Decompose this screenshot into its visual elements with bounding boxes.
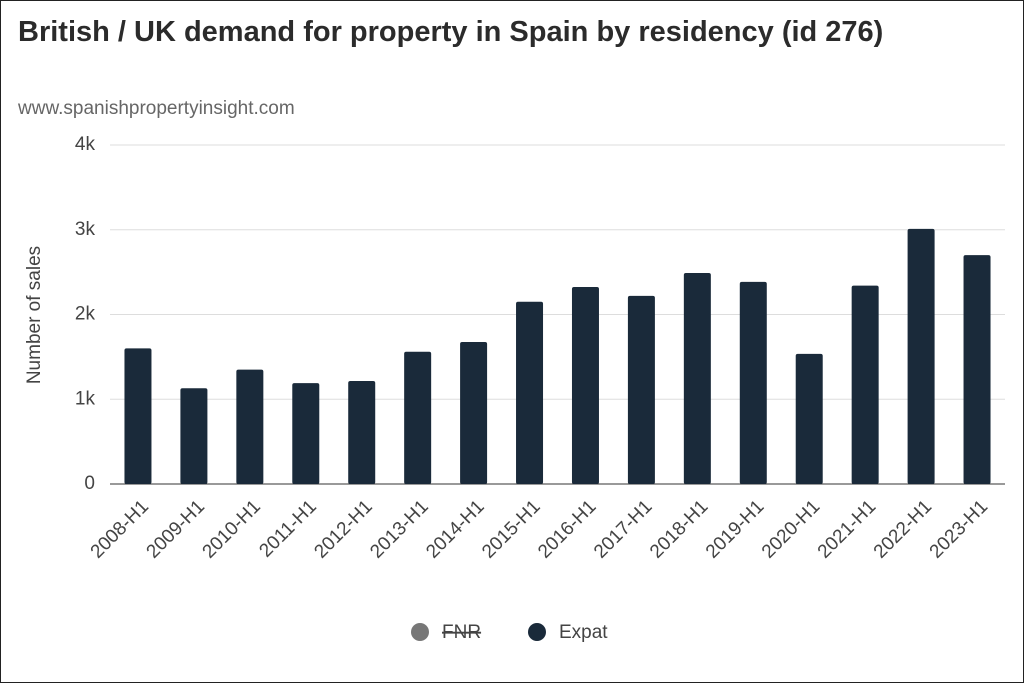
- bar: [627, 295, 655, 484]
- x-tick-label: 2009-H1: [143, 496, 209, 562]
- x-tick-label: 2010-H1: [199, 496, 265, 562]
- bar: [571, 286, 599, 484]
- x-tick-label: 2013-H1: [366, 496, 432, 562]
- bar: [404, 351, 432, 484]
- legend-label: FNR: [442, 622, 481, 643]
- chart-title: British / UK demand for property in Spai…: [18, 16, 884, 48]
- x-tick-label: 2018-H1: [646, 496, 712, 562]
- bar: [907, 228, 935, 484]
- x-tick-label: 2021-H1: [814, 496, 880, 562]
- bar: [460, 342, 488, 484]
- x-tick-label: 2008-H1: [87, 496, 153, 562]
- bar: [236, 369, 264, 484]
- bar: [180, 388, 208, 484]
- bar: [348, 381, 376, 484]
- y-tick-label: 3k: [75, 219, 96, 240]
- legend-marker: [528, 623, 546, 641]
- x-tick-label: 2022-H1: [870, 496, 936, 562]
- y-tick-label: 0: [84, 473, 95, 494]
- x-tick-label: 2017-H1: [590, 496, 656, 562]
- bar: [795, 353, 823, 484]
- x-tick-label: 2020-H1: [758, 496, 824, 562]
- bar: [963, 255, 991, 484]
- bar: [124, 348, 152, 484]
- y-tick-label: 2k: [75, 304, 96, 325]
- x-tick-label: 2011-H1: [255, 496, 320, 561]
- x-tick-label: 2023-H1: [926, 496, 992, 562]
- bar: [292, 383, 320, 484]
- legend-label: Expat: [559, 622, 608, 643]
- x-tick-label: 2014-H1: [422, 496, 488, 562]
- bar: [739, 281, 767, 484]
- y-axis-title: Number of sales: [24, 246, 45, 384]
- chart-subtitle: www.spanishpropertyinsight.com: [18, 98, 295, 119]
- x-tick-label: 2019-H1: [702, 496, 768, 562]
- bar: [516, 301, 544, 484]
- x-tick-label: 2016-H1: [534, 496, 600, 562]
- y-tick-label: 1k: [75, 388, 96, 409]
- bar: [683, 272, 711, 484]
- bar: [851, 285, 879, 484]
- x-tick-label: 2015-H1: [478, 496, 544, 562]
- x-tick-label: 2012-H1: [310, 496, 376, 562]
- y-tick-label: 4k: [75, 134, 96, 155]
- legend-marker: [411, 623, 429, 641]
